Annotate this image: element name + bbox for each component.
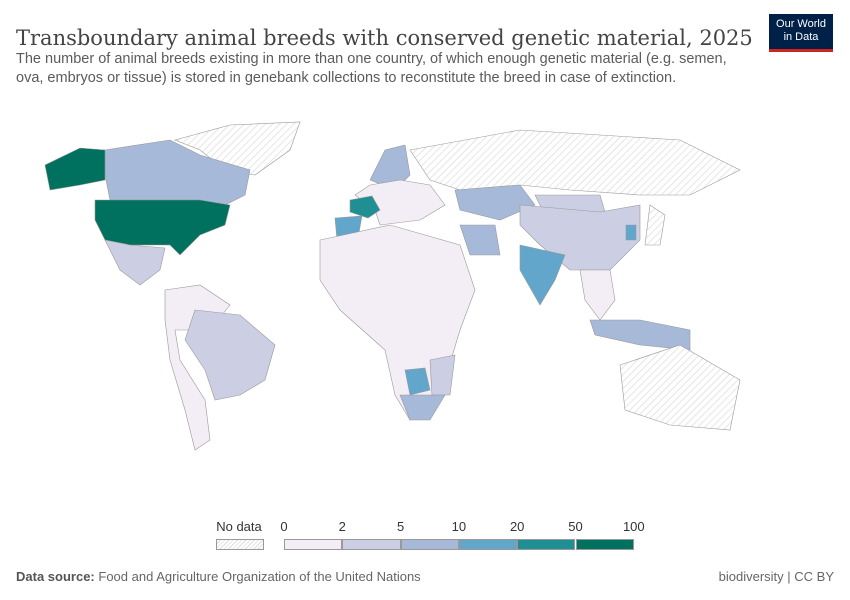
legend-bin[interactable]: [284, 539, 343, 550]
legend-tick: 2: [338, 519, 346, 534]
country-south-korea[interactable]: [625, 224, 637, 241]
country-south-america-rest-[interactable]: [164, 284, 231, 451]
data-source: Data source: Food and Agriculture Organi…: [16, 569, 421, 584]
chart-subtitle: The number of animal breeds existing in …: [16, 51, 727, 86]
source-label: Data source:: [16, 569, 95, 584]
country-india[interactable]: [519, 244, 566, 306]
country-zimbabwe[interactable]: [404, 367, 431, 396]
world-map[interactable]: [0, 110, 850, 510]
country-iran[interactable]: [459, 224, 501, 256]
legend-tick: 20: [509, 519, 525, 534]
legend-tick: 100: [622, 519, 645, 534]
country-france[interactable]: [349, 195, 381, 219]
country-canada[interactable]: [104, 139, 251, 206]
legend-bin[interactable]: [400, 539, 459, 550]
country-united-states[interactable]: [94, 199, 231, 256]
country-south-africa[interactable]: [399, 394, 446, 421]
country-brazil[interactable]: [184, 309, 276, 401]
logo-line1: Our World: [776, 18, 826, 30]
license[interactable]: biodiversity | CC BY: [718, 569, 834, 584]
country-japan[interactable]: [644, 204, 666, 246]
country-mozambique[interactable]: [429, 354, 456, 396]
country-russia[interactable]: [409, 129, 741, 196]
legend-bin[interactable]: [458, 539, 518, 550]
country-greenland[interactable]: [174, 121, 301, 176]
legend: No data 0 2 5 10 20 50 100: [0, 515, 850, 555]
legend-tick: 5: [396, 519, 405, 534]
country-indonesia[interactable]: [589, 319, 691, 351]
country-southeast-asia[interactable]: [579, 269, 616, 321]
owid-logo[interactable]: Our World in Data: [769, 14, 833, 52]
legend-bin[interactable]: [517, 539, 576, 550]
legend-tick: 0: [280, 519, 288, 534]
country-kazakhstan[interactable]: [454, 184, 536, 221]
country-alaska[interactable]: [44, 147, 106, 191]
logo-line2: in Data: [783, 31, 819, 43]
legend-bin[interactable]: [342, 539, 401, 550]
source-text[interactable]: Food and Agriculture Organization of the…: [98, 569, 421, 584]
legend-tick: 50: [568, 519, 583, 534]
country-australia[interactable]: [619, 344, 741, 431]
legend-tick: 10: [451, 519, 467, 534]
legend-bin[interactable]: [575, 539, 634, 550]
chart-title: Transboundary animal breeds with conserv…: [16, 26, 753, 51]
legend-no-data-swatch: [216, 539, 264, 550]
legend-no-data-label: No data: [216, 519, 262, 534]
country-mexico[interactable]: [104, 239, 166, 286]
country-africa-rest-[interactable]: [319, 224, 476, 421]
country-europe-rest-[interactable]: [354, 179, 446, 226]
